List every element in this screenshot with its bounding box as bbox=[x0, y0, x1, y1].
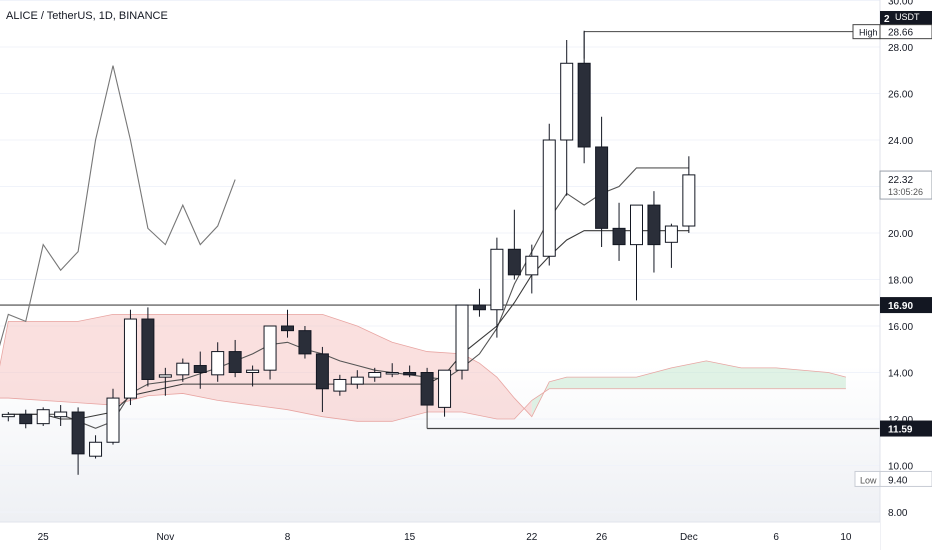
candle-body bbox=[577, 62, 591, 148]
candle-body bbox=[368, 372, 382, 378]
candle-body bbox=[158, 374, 172, 378]
candle-body bbox=[403, 372, 417, 376]
candle-body bbox=[315, 353, 329, 390]
candle-body bbox=[54, 411, 68, 418]
y-tick-label: 26.00 bbox=[888, 90, 913, 101]
high-label: High bbox=[859, 28, 878, 38]
current-price-label: 22.32 bbox=[888, 175, 913, 186]
low-value-label: 9.40 bbox=[888, 475, 908, 486]
candle-body bbox=[630, 204, 643, 246]
y-tick-label: 8.00 bbox=[888, 508, 908, 519]
y-tick-label: 12.00 bbox=[888, 415, 913, 426]
candle-body bbox=[438, 369, 452, 408]
x-tick-label: 25 bbox=[38, 532, 50, 543]
candle-body bbox=[1, 413, 15, 418]
candle-body bbox=[333, 378, 347, 392]
candle-body bbox=[193, 365, 207, 373]
x-tick-label: 6 bbox=[773, 532, 779, 543]
y-tick-label: 10.00 bbox=[888, 462, 913, 473]
low-value-bg bbox=[879, 470, 932, 487]
low-label: Low bbox=[860, 475, 877, 485]
high-value-label: 28.66 bbox=[888, 28, 913, 39]
x-tick-label: 22 bbox=[526, 532, 538, 543]
candle-body bbox=[595, 146, 609, 229]
candle-body bbox=[612, 227, 626, 246]
currency-badge-bg bbox=[880, 11, 932, 25]
y-tick-label: 18.00 bbox=[888, 276, 913, 287]
countdown-label: 13:05:26 bbox=[888, 187, 923, 197]
price-axis-background bbox=[880, 0, 932, 550]
candle-body bbox=[490, 248, 504, 311]
candle-body bbox=[281, 325, 294, 332]
y-tick-label: 14.00 bbox=[888, 369, 913, 380]
candle-body bbox=[211, 351, 225, 376]
candle-body bbox=[36, 409, 50, 425]
x-tick-label: Nov bbox=[156, 532, 174, 543]
candle-body bbox=[525, 255, 539, 276]
candle-body bbox=[385, 372, 399, 375]
candle-body bbox=[19, 413, 33, 425]
y-tick-label: 24.00 bbox=[888, 136, 913, 147]
cloud-span-a-line bbox=[0, 313, 847, 418]
candle-body bbox=[106, 397, 120, 443]
x-tick-label: Dec bbox=[680, 532, 698, 543]
level-label-bg bbox=[880, 420, 932, 437]
candle-body bbox=[664, 225, 678, 243]
top-axis-badge: 2 bbox=[884, 14, 890, 25]
candle-body bbox=[89, 441, 103, 457]
candle-body bbox=[71, 411, 85, 455]
x-tick-label: 26 bbox=[596, 532, 608, 543]
candle-body bbox=[141, 318, 155, 380]
candle-body bbox=[123, 318, 137, 399]
level-label: 16.90 bbox=[888, 301, 913, 312]
x-tick-label: 8 bbox=[285, 532, 291, 543]
plot-background bbox=[0, 0, 880, 522]
candle-body bbox=[647, 204, 661, 246]
candle-body bbox=[682, 174, 696, 227]
time-axis-background bbox=[0, 522, 880, 550]
level-label: 11.59 bbox=[888, 425, 913, 436]
candle-body bbox=[228, 351, 242, 374]
high-value-bg bbox=[879, 24, 932, 40]
x-tick-label: 10 bbox=[840, 532, 852, 543]
lagging-span-line bbox=[0, 65, 236, 347]
x-tick-label: 15 bbox=[404, 532, 416, 543]
y-tick-label: 16.00 bbox=[888, 322, 913, 333]
candle-body bbox=[472, 304, 486, 311]
candle-body bbox=[455, 304, 469, 371]
level-label-bg bbox=[880, 297, 932, 314]
y-tick-label: 30.00 bbox=[888, 0, 913, 8]
candle-body bbox=[507, 248, 521, 276]
candle-body bbox=[263, 325, 277, 371]
candle-body bbox=[350, 376, 364, 385]
currency-label: USDT bbox=[895, 12, 920, 22]
y-tick-label: 28.00 bbox=[888, 43, 913, 54]
candle-body bbox=[246, 369, 260, 373]
candle-body bbox=[560, 62, 574, 141]
candle-body bbox=[298, 330, 312, 355]
y-tick-label: 20.00 bbox=[888, 229, 913, 240]
candle-body bbox=[176, 362, 190, 376]
current-price-bg bbox=[879, 170, 932, 200]
chart-title: ALICE / TetherUS, 1D, BINANCE bbox=[6, 10, 168, 22]
candle-body bbox=[420, 372, 434, 406]
candle-body bbox=[542, 139, 556, 257]
